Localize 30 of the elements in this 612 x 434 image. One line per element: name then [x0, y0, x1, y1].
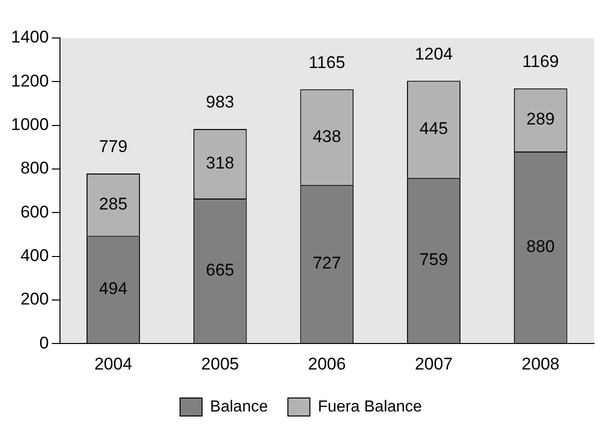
total-label: 779 — [99, 137, 128, 156]
data-label: 438 — [312, 126, 342, 146]
legend-label: Fuera Balance — [318, 398, 422, 416]
data-label: 285 — [99, 194, 128, 214]
data-label: 289 — [526, 110, 555, 129]
total-label: 1165 — [308, 52, 346, 72]
total-label: 1169 — [522, 52, 559, 72]
data-label: 445 — [420, 119, 448, 138]
total-label: 1204 — [414, 44, 453, 64]
y-tick-label: 0 — [39, 333, 49, 352]
data-label: 880 — [526, 236, 555, 256]
y-tick-label: 600 — [20, 202, 49, 222]
y-tick-label: 1200 — [10, 71, 49, 90]
x-tick-label: 2006 — [308, 354, 346, 374]
x-tick-label: 2008 — [522, 354, 560, 374]
y-tick-label: 1400 — [10, 28, 49, 47]
total-label: 983 — [206, 92, 234, 112]
y-tick-label: 800 — [20, 158, 49, 178]
y-tick-label: 1000 — [10, 115, 49, 134]
data-label: 665 — [206, 260, 234, 280]
y-tick-label: 400 — [20, 246, 49, 265]
data-label: 318 — [206, 153, 234, 172]
data-label: 494 — [99, 279, 128, 298]
data-label: 759 — [420, 250, 448, 270]
x-tick-label: 2007 — [414, 354, 453, 374]
legend-label: Balance — [210, 398, 268, 416]
x-tick-label: 2004 — [94, 354, 132, 374]
y-tick-label: 200 — [20, 290, 49, 309]
data-label: 727 — [312, 254, 342, 273]
x-tick-label: 2005 — [201, 354, 239, 374]
